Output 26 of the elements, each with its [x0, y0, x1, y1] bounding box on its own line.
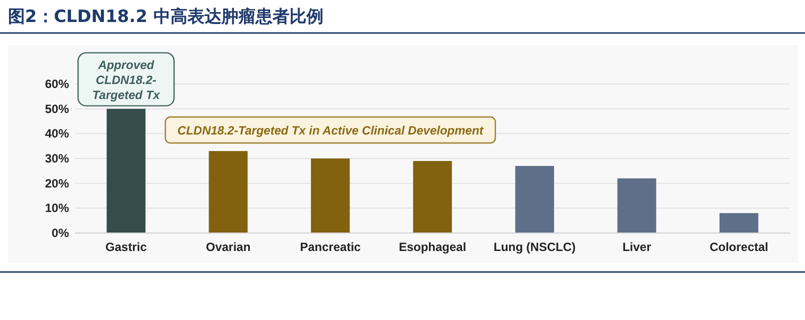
bar [617, 178, 656, 233]
bar [413, 160, 452, 233]
bar [106, 108, 146, 233]
y-tick-label: 10% [44, 201, 70, 216]
callout-box: Approved CLDN18.2- Targeted Tx [77, 52, 175, 106]
chart-title: 图2：CLDN18.2 中高表达肿瘤患者比例 [8, 7, 324, 27]
y-tick-label: 40% [44, 126, 70, 141]
x-tick-label: Liver [622, 240, 652, 254]
y-tick-label: 30% [44, 152, 70, 166]
x-tick-label: Esophageal [398, 240, 466, 254]
annotation: Approved CLDN18.2- Targeted Tx [92, 58, 162, 102]
bar [310, 158, 350, 233]
bar [720, 213, 758, 233]
x-tick-label: Colorectal [710, 240, 768, 254]
callout-box: CLDN18.2-Targeted Tx in Active Clinical Development [164, 116, 496, 144]
y-tick-label: 60% [44, 77, 70, 91]
x-tick-label: Lung (NSCLC) [494, 240, 576, 254]
y-tick-label: 20% [44, 176, 70, 190]
x-tick-label: Gastric [105, 240, 148, 254]
annotation: CLDN18.2-Targeted Tx in Active Clinical Development [177, 124, 484, 138]
x-tick-label: Pancreatic [300, 240, 362, 254]
y-tick-label: 50% [44, 102, 70, 116]
bar [208, 151, 248, 233]
bar [515, 166, 554, 233]
x-tick-label: Ovarian [206, 240, 251, 254]
y-tick-label: 0% [52, 226, 70, 240]
